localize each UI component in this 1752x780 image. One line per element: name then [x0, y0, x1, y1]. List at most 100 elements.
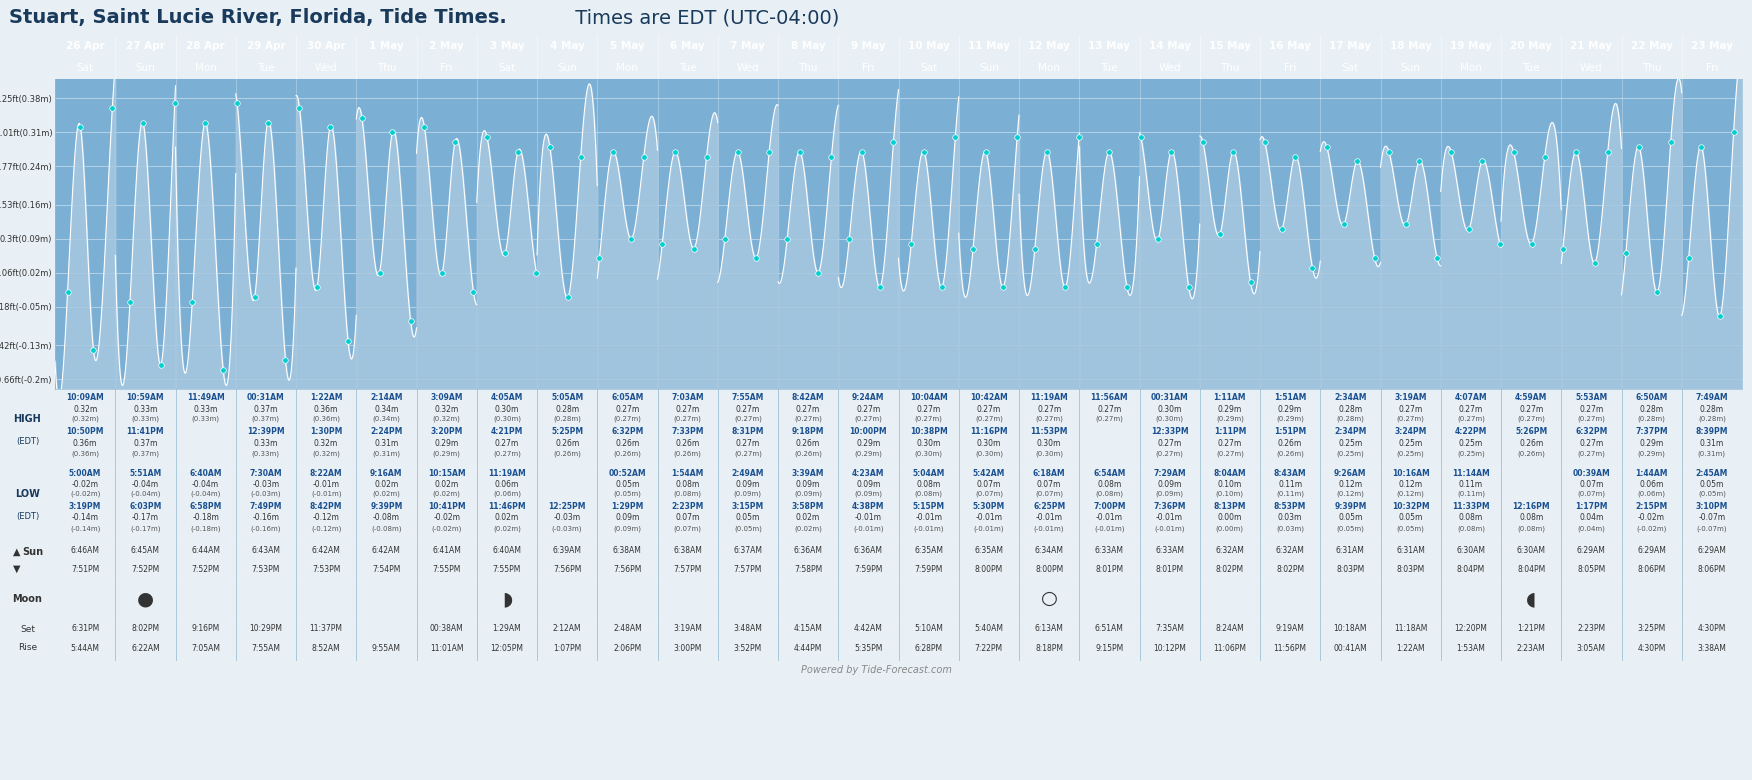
Text: (0.27m): (0.27m) [1035, 416, 1063, 422]
Text: (0.31m): (0.31m) [373, 450, 401, 457]
Text: 7:00PM: 7:00PM [1093, 502, 1125, 511]
Text: 3:48AM: 3:48AM [734, 624, 762, 633]
Text: (-0.01m): (-0.01m) [974, 525, 1004, 532]
Text: 0.28m: 0.28m [555, 405, 580, 413]
Text: ○: ○ [1041, 589, 1058, 608]
Text: 12:05PM: 12:05PM [491, 644, 524, 653]
Text: 0.34m: 0.34m [375, 405, 398, 413]
Text: 1:53AM: 1:53AM [1456, 644, 1486, 653]
Text: 0.27m: 0.27m [1097, 405, 1121, 413]
Text: 0.25m: 0.25m [1398, 438, 1423, 448]
Text: 3:10PM: 3:10PM [1696, 502, 1727, 511]
Text: 7:55AM: 7:55AM [732, 393, 764, 402]
Text: 7:49AM: 7:49AM [1696, 393, 1727, 402]
Text: 15 May: 15 May [1209, 41, 1251, 51]
Text: 26 Apr: 26 Apr [67, 41, 105, 51]
Text: 8:43AM: 8:43AM [1274, 469, 1307, 477]
Text: 6:40AM: 6:40AM [189, 469, 223, 477]
Text: 8:52AM: 8:52AM [312, 644, 340, 653]
Text: 3:05AM: 3:05AM [1577, 644, 1607, 653]
Text: 0.25m: 0.25m [1459, 438, 1482, 448]
Text: Stuart, Saint Lucie River, Florida, Tide Times.: Stuart, Saint Lucie River, Florida, Tide… [9, 8, 506, 27]
Text: 8:39PM: 8:39PM [1696, 427, 1727, 436]
Text: 9:26AM: 9:26AM [1333, 469, 1367, 477]
Text: ●: ● [137, 589, 154, 608]
Text: 00:31AM: 00:31AM [1151, 393, 1188, 402]
Text: 7:22PM: 7:22PM [974, 644, 1002, 653]
Text: 0.26m: 0.26m [676, 438, 699, 448]
Text: (0.11m): (0.11m) [1275, 491, 1303, 498]
Text: 0.08m: 0.08m [676, 480, 699, 489]
Text: Wed: Wed [1580, 63, 1603, 73]
Text: 5:40AM: 5:40AM [974, 624, 1004, 633]
Text: 0.06m: 0.06m [1640, 480, 1664, 489]
Text: 0.11m: 0.11m [1277, 480, 1302, 489]
Text: 0.27m: 0.27m [1459, 405, 1482, 413]
Text: 11:19AM: 11:19AM [1030, 393, 1069, 402]
Text: 3:39AM: 3:39AM [792, 469, 825, 477]
Text: 5:05AM: 5:05AM [550, 393, 583, 402]
Text: 2:24PM: 2:24PM [370, 427, 403, 436]
Text: (0.30m): (0.30m) [1156, 416, 1184, 422]
Text: 7:55PM: 7:55PM [433, 565, 461, 574]
Text: Fri: Fri [1284, 63, 1296, 73]
Text: (0.27m): (0.27m) [1577, 450, 1605, 457]
Text: (-0.01m): (-0.01m) [913, 525, 944, 532]
Text: 6:50AM: 6:50AM [1635, 393, 1668, 402]
Text: 6:54AM: 6:54AM [1093, 469, 1125, 477]
Text: 6:41AM: 6:41AM [433, 546, 461, 555]
Text: (-0.01m): (-0.01m) [1034, 525, 1065, 532]
Text: (-0.02m): (-0.02m) [1636, 525, 1666, 532]
Text: ▼: ▼ [12, 563, 21, 573]
Text: 3:25PM: 3:25PM [1638, 624, 1666, 633]
Text: (0.27m): (0.27m) [1517, 416, 1545, 422]
Text: 11 May: 11 May [967, 41, 1009, 51]
Text: 00:52AM: 00:52AM [608, 469, 646, 477]
Text: 3:52PM: 3:52PM [734, 644, 762, 653]
Text: 28 Apr: 28 Apr [186, 41, 224, 51]
Text: (-0.03m): (-0.03m) [552, 525, 582, 532]
Text: 10:04AM: 10:04AM [909, 393, 948, 402]
Text: 6:38AM: 6:38AM [673, 546, 703, 555]
Text: 6:29AM: 6:29AM [1636, 546, 1666, 555]
Text: 10:18AM: 10:18AM [1333, 624, 1367, 633]
Text: HIGH: HIGH [14, 414, 42, 424]
Text: Mon: Mon [617, 63, 638, 73]
Text: 11:16PM: 11:16PM [971, 427, 1007, 436]
Text: 17 May: 17 May [1330, 41, 1372, 51]
Text: 7:05AM: 7:05AM [191, 644, 221, 653]
Text: 11:18AM: 11:18AM [1395, 624, 1428, 633]
Text: 7:03AM: 7:03AM [671, 393, 704, 402]
Text: 0.00m: 0.00m [1218, 513, 1242, 523]
Text: 1:51AM: 1:51AM [1274, 393, 1307, 402]
Text: 8:02PM: 8:02PM [1275, 565, 1303, 574]
Text: -0.01m: -0.01m [855, 513, 881, 523]
Text: 12:33PM: 12:33PM [1151, 427, 1188, 436]
Text: 8:18PM: 8:18PM [1035, 644, 1063, 653]
Text: 5 May: 5 May [610, 41, 645, 51]
Text: 0.30m: 0.30m [1037, 438, 1062, 448]
Text: 9:19AM: 9:19AM [1275, 624, 1305, 633]
Text: Set: Set [19, 625, 35, 634]
Text: 10:41PM: 10:41PM [427, 502, 466, 511]
Text: 10:15AM: 10:15AM [427, 469, 466, 477]
Text: (-0.02m): (-0.02m) [431, 525, 463, 532]
Text: 4:21PM: 4:21PM [491, 427, 524, 436]
Text: 0.02m: 0.02m [795, 513, 820, 523]
Text: 0.08m: 0.08m [1459, 513, 1482, 523]
Text: (0.07m): (0.07m) [1035, 491, 1063, 498]
Text: 6:32PM: 6:32PM [611, 427, 643, 436]
Text: (0.02m): (0.02m) [373, 491, 399, 498]
Text: 1 May: 1 May [370, 41, 403, 51]
Text: (0.26m): (0.26m) [794, 450, 822, 457]
Text: 5:25PM: 5:25PM [552, 427, 583, 436]
Text: 3 May: 3 May [489, 41, 524, 51]
Text: 0.12m: 0.12m [1398, 480, 1423, 489]
Text: 6:32AM: 6:32AM [1216, 546, 1244, 555]
Text: Thu: Thu [799, 63, 818, 73]
Text: 6:05AM: 6:05AM [611, 393, 643, 402]
Text: 6:38AM: 6:38AM [613, 546, 641, 555]
Text: 11:56PM: 11:56PM [1274, 644, 1307, 653]
Text: 8:04AM: 8:04AM [1214, 469, 1246, 477]
Text: 7:51PM: 7:51PM [72, 565, 100, 574]
